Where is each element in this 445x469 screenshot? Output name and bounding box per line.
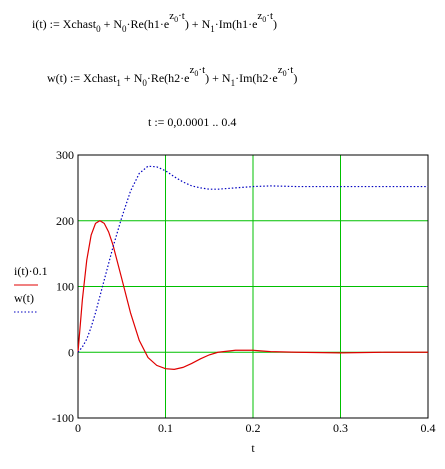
- y-tick-label: 200: [56, 214, 74, 228]
- formula-part: 0: [262, 15, 266, 24]
- formula-part: 0: [194, 69, 198, 78]
- x-tick-label: 0.2: [246, 421, 261, 435]
- x-tick-label: 0.1: [158, 421, 173, 435]
- formula-part: 0: [96, 24, 101, 34]
- formula-part: + N: [101, 17, 123, 31]
- series-line: [77, 220, 428, 370]
- formula-part: + N: [121, 71, 143, 85]
- formula-part: i(t) := Xchast: [32, 17, 97, 31]
- formula-part: 0: [122, 24, 127, 34]
- formula: t := 0,0.0001 .. 0.4: [148, 115, 236, 129]
- legend-label: i(t)·0.1: [14, 264, 48, 278]
- formula-part: 1: [231, 78, 236, 88]
- formula-part: ) + N: [205, 71, 231, 85]
- y-tick-label: 0: [68, 345, 74, 359]
- y-tick-label: 100: [56, 280, 74, 294]
- formula-part: z: [257, 10, 262, 22]
- formula-part: ): [293, 71, 297, 85]
- formula-part: ·t: [287, 64, 294, 76]
- formula-part: 0: [283, 69, 287, 78]
- formula-part: ·t: [178, 10, 185, 22]
- series-line: [77, 165, 428, 353]
- formula: i(t) := Xchast0 + N0·Re(h1·ez0·t) + N1·I…: [32, 10, 277, 34]
- formula-part: ): [273, 17, 277, 31]
- x-tick-label: 0: [75, 421, 81, 435]
- plot-frame: [77, 154, 429, 419]
- formula-part: z: [169, 10, 174, 22]
- formula-part: 0: [174, 15, 178, 24]
- formula-part: t := 0,0.0001 .. 0.4: [148, 115, 236, 129]
- formula-part: z: [190, 64, 195, 76]
- formula-part: 1: [210, 24, 215, 34]
- x-tick-label: 0.4: [421, 421, 436, 435]
- x-axis-label: t: [251, 441, 255, 455]
- y-tick-label: 300: [56, 148, 74, 162]
- formula-part: w(t) := Xchast: [47, 71, 117, 85]
- formula-part: ) + N: [185, 17, 211, 31]
- x-tick-label: 0.3: [333, 421, 348, 435]
- formula: w(t) := Xchast1 + N0·Re(h2·ez0·t) + N1·I…: [47, 64, 297, 88]
- y-tick-label: -100: [52, 411, 74, 425]
- formula-part: 1: [116, 78, 121, 88]
- formula-part: z: [278, 64, 283, 76]
- formula-part: ·Re(h1·e: [127, 17, 170, 31]
- formula-part: ·t: [198, 64, 205, 76]
- legend-label: w(t): [14, 291, 34, 305]
- formula-part: ·t: [266, 10, 273, 22]
- formula-part: 0: [142, 78, 147, 88]
- formula-part: ·Im(h2·e: [235, 71, 278, 85]
- formula-part: ·Im(h1·e: [215, 17, 258, 31]
- formula-part: ·Re(h2·e: [147, 71, 190, 85]
